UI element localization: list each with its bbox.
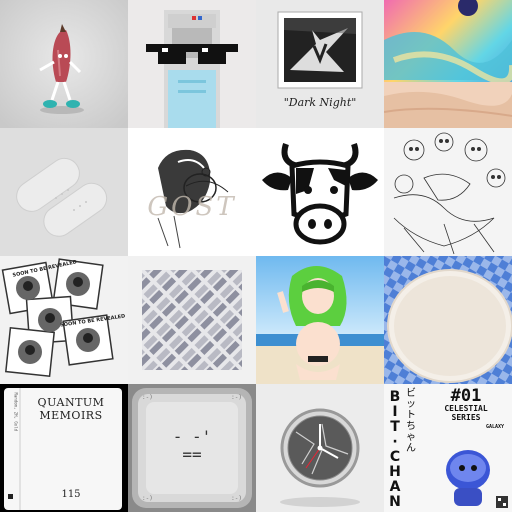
- quantum-memoirs-spine: Random, 2H, Gold: [10, 392, 20, 502]
- bit-chan-image: [384, 384, 512, 512]
- tile-desert-cosmos[interactable]: [384, 0, 512, 128]
- bit-chan-sub: GALAXY: [485, 424, 504, 430]
- white-ovals-image: [0, 128, 128, 256]
- white-plate-image: [384, 256, 512, 384]
- tile-skull-etching[interactable]: [384, 128, 512, 256]
- tile-anime-girl[interactable]: [256, 256, 384, 384]
- quantum-memoirs-title: QUANTUM MEMOIRS: [37, 396, 105, 422]
- tile-banana-figure[interactable]: [0, 0, 128, 128]
- ghost-sketch-image: [128, 128, 256, 256]
- skull-etching-image: [384, 128, 512, 256]
- banana-figure-image: [0, 0, 128, 128]
- pixel-sunglasses-image: [128, 0, 256, 128]
- cracked-clock-image: [256, 384, 384, 512]
- tile-pixel-sunglasses[interactable]: [128, 0, 256, 128]
- cow-head-image: [256, 128, 384, 256]
- dark-night-caption: "Dark Night": [283, 96, 357, 109]
- tile-soon-revealed[interactable]: SOON TO BE REVEALED SOON TO BE REVEALED: [0, 256, 128, 384]
- bit-chan-japanese-text: ビットちゃん: [406, 388, 416, 454]
- dark-night-image: [256, 0, 384, 128]
- anime-girl-image: [256, 256, 384, 384]
- diagonal-weave-image: [128, 256, 256, 384]
- tile-white-ovals[interactable]: [0, 128, 128, 256]
- bit-chan-vertical-text: BIT·CHAN: [389, 389, 401, 510]
- bit-chan-number: #01: [450, 386, 482, 406]
- corner-face-tr: :-): [231, 394, 242, 401]
- desert-cosmos-image: [384, 0, 512, 128]
- tile-cow-head[interactable]: [256, 128, 384, 256]
- tile-diagonal-weave[interactable]: [128, 256, 256, 384]
- corner-face-tl: :-): [142, 394, 153, 401]
- tile-cracked-clock[interactable]: [256, 384, 384, 512]
- tile-ghost-sketch[interactable]: GOST: [128, 128, 256, 256]
- tile-bit-chan[interactable]: BIT·CHAN ビットちゃん #01 CELESTIAL SERIES GAL…: [384, 384, 512, 512]
- soon-revealed-image: [0, 256, 128, 384]
- bit-chan-series: CELESTIAL SERIES: [444, 404, 488, 422]
- quantum-memoirs-spine-text: Random, 2H, Gold: [13, 392, 19, 432]
- tile-console-face[interactable]: :-) :-) :-) :-) - -' ==: [128, 384, 256, 512]
- tile-white-plate[interactable]: [384, 256, 512, 384]
- quantum-memoirs-cover: [0, 384, 128, 512]
- tile-dark-night[interactable]: "Dark Night": [256, 0, 384, 128]
- ghost-overlay-text: GOST: [147, 192, 237, 222]
- console-face-center: - -' ==: [172, 427, 212, 464]
- quantum-memoirs-number: 115: [61, 489, 81, 500]
- console-face-image: [128, 384, 256, 512]
- corner-face-br: :-): [231, 495, 242, 502]
- corner-face-bl: :-): [142, 495, 153, 502]
- tile-quantum-memoirs[interactable]: Random, 2H, Gold QUANTUM MEMOIRS 115: [0, 384, 128, 512]
